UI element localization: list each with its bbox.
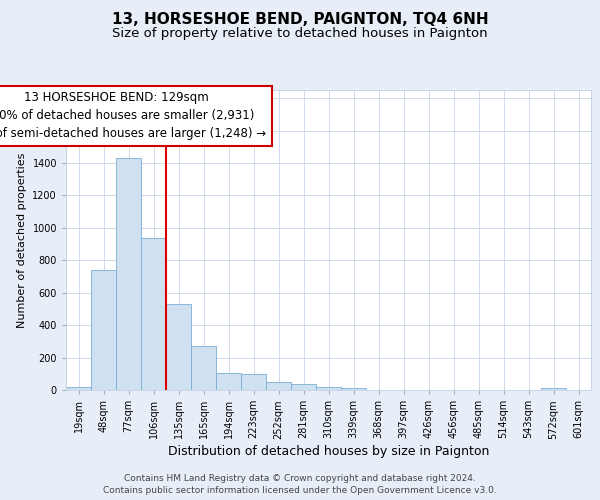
Bar (66, 387, 91, 390)
Text: Contains HM Land Registry data © Crown copyright and database right 2024.
Contai: Contains HM Land Registry data © Crown c… (103, 474, 497, 495)
Bar (141, 238, 166, 390)
Bar (291, 384, 316, 390)
Bar (341, 388, 366, 390)
Bar (191, 346, 216, 390)
Text: 13 HORSESHOE BEND: 129sqm
← 70% of detached houses are smaller (2,931)
30% of se: 13 HORSESHOE BEND: 129sqm ← 70% of detac… (0, 92, 266, 140)
Bar (541, 388, 566, 390)
Bar (166, 304, 191, 390)
Bar (91, 270, 116, 390)
Bar (116, 158, 141, 390)
X-axis label: Distribution of detached houses by size in Paignton: Distribution of detached houses by size … (168, 446, 489, 458)
Text: Size of property relative to detached houses in Paignton: Size of property relative to detached ho… (112, 28, 488, 40)
Bar (266, 382, 291, 390)
Y-axis label: Number of detached properties: Number of detached properties (17, 152, 27, 328)
Text: 13, HORSESHOE BEND, PAIGNTON, TQ4 6NH: 13, HORSESHOE BEND, PAIGNTON, TQ4 6NH (112, 12, 488, 28)
Bar (241, 374, 266, 390)
Bar (216, 373, 241, 390)
Bar (316, 387, 341, 390)
